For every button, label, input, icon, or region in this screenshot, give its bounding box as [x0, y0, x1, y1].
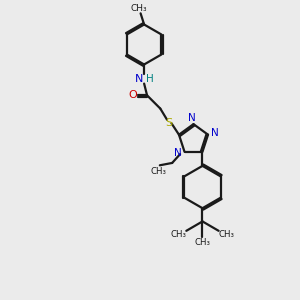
Text: N: N [135, 74, 143, 84]
Text: CH₃: CH₃ [219, 230, 235, 239]
Text: H: H [146, 74, 154, 84]
Text: S: S [165, 118, 172, 128]
Text: CH₃: CH₃ [150, 167, 167, 176]
Text: O: O [128, 90, 137, 100]
Text: CH₃: CH₃ [194, 238, 211, 247]
Text: CH₃: CH₃ [170, 230, 186, 239]
Text: N: N [211, 128, 218, 138]
Text: N: N [188, 113, 196, 123]
Text: N: N [174, 148, 182, 158]
Text: CH₃: CH₃ [130, 4, 147, 13]
